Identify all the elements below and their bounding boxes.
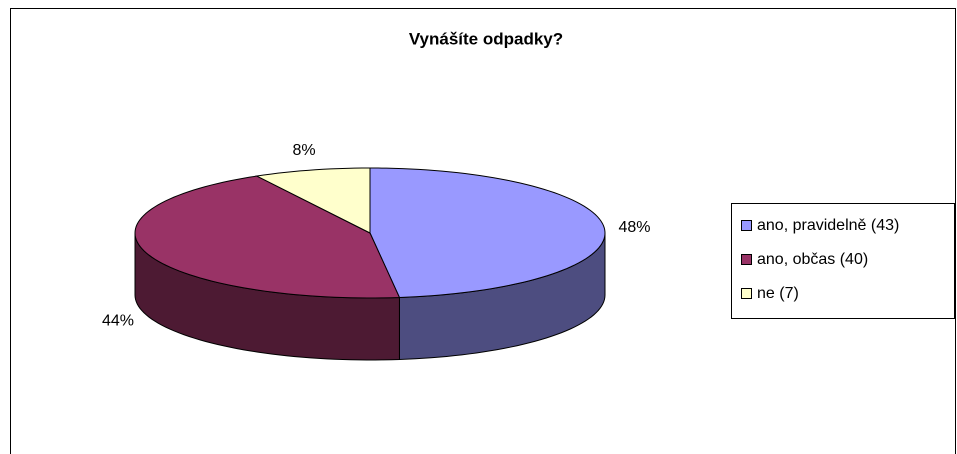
legend-swatch	[741, 220, 752, 231]
legend-label: ne (7)	[757, 285, 799, 302]
chart-title: Vynášíte odpadky?	[409, 29, 563, 48]
slice	[369, 167, 606, 299]
data-label: 48%	[618, 219, 650, 236]
data-label: 44%	[102, 312, 134, 329]
legend-label: ano, občas (40)	[757, 251, 868, 268]
legend-label: ano, pravidelně (43)	[757, 217, 899, 234]
chart-border	[10, 8, 956, 454]
legend-swatch	[741, 254, 752, 265]
data-label: 8%	[293, 142, 316, 159]
slice	[134, 175, 401, 299]
slice	[255, 167, 371, 234]
legend-swatch	[741, 288, 752, 299]
legend-box	[731, 203, 955, 319]
